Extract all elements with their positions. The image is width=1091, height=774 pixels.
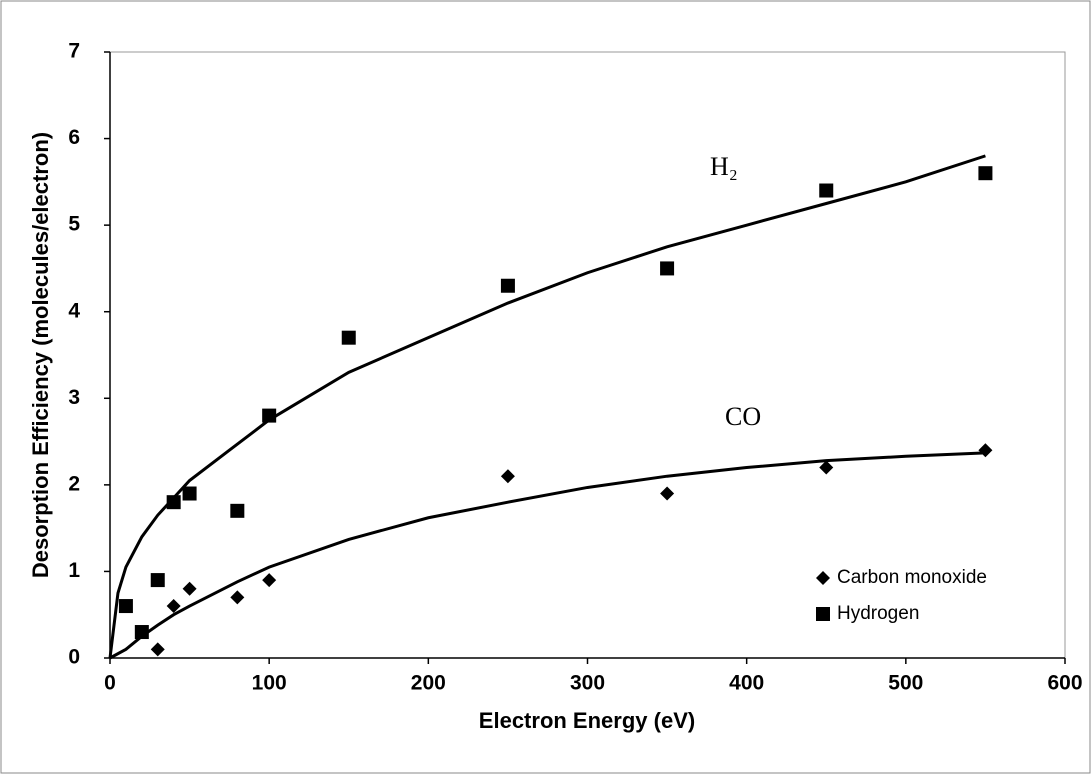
y-tick-label: 5 (68, 213, 80, 236)
x-tick-label: 300 (570, 672, 605, 695)
y-axis-label: Desorption Efficiency (molecules/electro… (28, 132, 53, 578)
square-marker (816, 607, 830, 621)
square-marker (134, 625, 149, 640)
y-tick-label: 4 (68, 299, 80, 322)
y-tick-label: 0 (68, 646, 80, 669)
diamond-marker (150, 642, 165, 657)
x-tick-label: 500 (888, 672, 923, 695)
x-axis-label: Electron Energy (eV) (479, 708, 695, 733)
y-tick-label: 7 (68, 40, 80, 63)
diamond-marker (978, 443, 993, 458)
x-tick-label: 200 (411, 672, 446, 695)
square-marker (230, 503, 245, 518)
fit-curve (108, 154, 986, 659)
diamond-marker (500, 469, 515, 484)
y-tick-label: 1 (68, 559, 80, 582)
square-marker (500, 278, 515, 293)
square-marker (660, 261, 675, 276)
square-marker (341, 330, 356, 345)
y-tick-label: 6 (68, 126, 80, 149)
x-tick-label: 600 (1047, 672, 1082, 695)
diamond-marker (166, 599, 181, 614)
diamond-marker (230, 590, 245, 605)
diamond-marker (182, 581, 197, 596)
square-marker (150, 573, 165, 588)
square-marker (819, 183, 834, 198)
square-marker (182, 486, 197, 501)
diamond-marker (262, 573, 277, 588)
square-marker (118, 599, 133, 614)
legend-label: Hydrogen (837, 603, 919, 624)
y-tick-label: 3 (68, 386, 80, 409)
square-marker (262, 408, 277, 423)
x-tick-label: 100 (252, 672, 287, 695)
legend-label: Carbon monoxide (837, 567, 987, 588)
diamond-marker (660, 486, 675, 501)
fit-curve (109, 451, 986, 660)
curve-annotation: CO (725, 402, 761, 431)
diamond-marker (816, 571, 830, 585)
x-tick-label: 0 (104, 672, 116, 695)
x-tick-label: 400 (729, 672, 764, 695)
curve-annotation: H₂ (710, 152, 738, 181)
y-tick-label: 2 (68, 472, 80, 495)
square-marker (978, 166, 993, 181)
square-marker (166, 495, 181, 510)
diamond-marker (819, 460, 834, 475)
